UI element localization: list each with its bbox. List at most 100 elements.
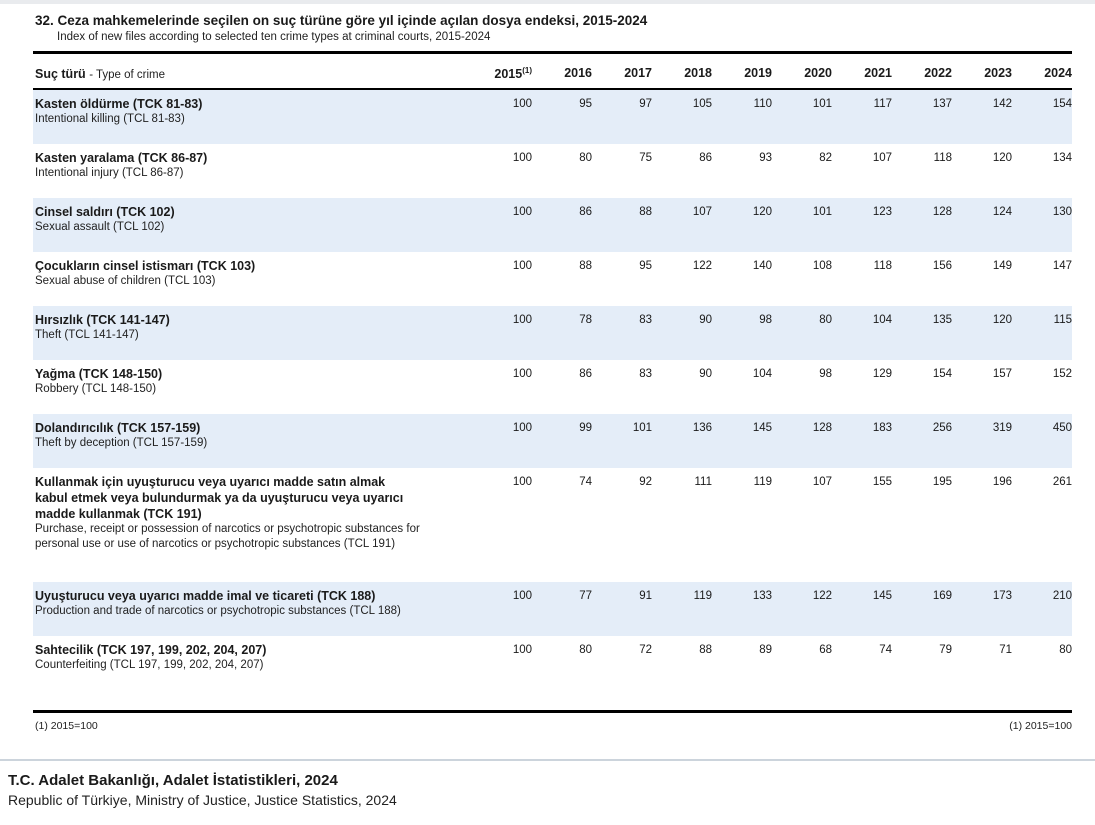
- value-cell: 135: [932, 314, 952, 327]
- crime-name-en: Intentional killing (TCL 81-83): [35, 113, 185, 126]
- value-cell: 450: [1052, 422, 1072, 435]
- value-cell: 145: [872, 590, 892, 603]
- crime-name-tr: Kasten yaralama (TCK 86-87): [35, 151, 208, 166]
- crime-column-header: Suç türü - Type of crime: [33, 67, 472, 81]
- table-row: Cinsel saldırı (TCK 102) Sexual assault (…: [33, 198, 1072, 253]
- source-line-en: Republic of Türkiye, Ministry of Justice…: [8, 791, 397, 808]
- table-row: Dolandırıcılık (TCK 157-159) Theft by dec…: [33, 414, 1072, 469]
- table-row: Kullanmak için uyuşturucu veya uyarıcı m…: [33, 468, 1072, 582]
- table-row: Sahtecilik (TCK 197, 199, 202, 204, 207)…: [33, 636, 1072, 690]
- value-cell: 100: [512, 260, 532, 273]
- value-cell: 124: [992, 206, 1012, 219]
- value-cell: 100: [512, 590, 532, 603]
- value-cell: 100: [512, 206, 532, 219]
- source-line-tr: T.C. Adalet Bakanlığı, Adalet İstatistik…: [8, 771, 338, 789]
- value-cell: 104: [752, 368, 772, 381]
- value-cell: 140: [752, 260, 772, 273]
- value-cell: 107: [812, 476, 832, 489]
- table-row: Yağma (TCK 148-150) Robbery (TCL 148-150)…: [33, 360, 1072, 414]
- table-content: 32. Ceza mahkemelerinde seçilen on suç t…: [33, 12, 1072, 733]
- value-cell: 154: [1052, 98, 1072, 111]
- value-cell: 256: [932, 422, 952, 435]
- value-cell: 136: [692, 422, 712, 435]
- value-cell: 156: [932, 260, 952, 273]
- value-cell: 157: [992, 368, 1012, 381]
- value-cell: 86: [579, 368, 592, 381]
- value-cell: 149: [992, 260, 1012, 273]
- value-cell: 117: [873, 98, 892, 111]
- value-cell: 261: [1052, 476, 1072, 489]
- value-cell: 130: [1052, 206, 1072, 219]
- table-title-en: Index of new files according to selected…: [57, 31, 491, 43]
- top-window-strip: [0, 0, 1095, 4]
- crime-name-cell: Çocukların cinsel istismarı (TCK 103) Sex…: [33, 258, 472, 289]
- value-cell: 118: [933, 152, 952, 165]
- table-row: Kasten öldürme (TCK 81-83) Intentional ki…: [33, 90, 1072, 145]
- value-cell: 75: [639, 152, 652, 165]
- crime-name-cell: Kasten öldürme (TCK 81-83) Intentional ki…: [33, 96, 472, 127]
- value-cell: 133: [752, 590, 772, 603]
- crime-name-cell: Hırsızlık (TCK 141-147) Theft (TCL 141-14…: [33, 312, 472, 343]
- value-cell: 100: [512, 152, 532, 165]
- value-cell: 92: [639, 476, 652, 489]
- value-cell: 78: [579, 314, 592, 327]
- source-block: T.C. Adalet Bakanlığı, Adalet İstatistik…: [8, 771, 1095, 810]
- table-row: Uyuşturucu veya uyarıcı madde imal ve ti…: [33, 582, 1072, 637]
- crime-name-tr: Dolandırıcılık (TCK 157-159): [35, 421, 201, 436]
- value-cell: 90: [699, 368, 712, 381]
- row-values: 100 77 91 119 133 122 145 169 173 210: [472, 588, 1072, 604]
- crime-name-tr: Kasten öldürme (TCK 81-83): [35, 97, 203, 112]
- value-cell: 107: [692, 206, 712, 219]
- value-cell: 100: [512, 644, 532, 657]
- table-header-row: Suç türü - Type of crime 2015(1) 2016 2017…: [33, 54, 1072, 88]
- value-cell: 137: [932, 98, 952, 111]
- row-values: 100 88 95 122 140 108 118 156 149 147: [472, 258, 1072, 274]
- row-values: 100 86 88 107 120 101 123 128 124 130: [472, 204, 1072, 220]
- header-divider: [33, 87, 1072, 91]
- value-cell: 169: [932, 590, 952, 603]
- value-cell: 72: [639, 644, 652, 657]
- year-header: 2021: [864, 65, 892, 80]
- value-cell: 88: [579, 260, 592, 273]
- year-headers: 2015(1) 2016 2017 2018 2019 2020 2021 2022 2023 2…: [472, 66, 1072, 81]
- value-cell: 95: [639, 260, 652, 273]
- value-cell: 93: [759, 152, 772, 165]
- table-bottom-divider: [33, 710, 1072, 713]
- value-cell: 319: [992, 422, 1012, 435]
- value-cell: 110: [753, 98, 772, 111]
- value-cell: 86: [699, 152, 712, 165]
- value-cell: 123: [872, 206, 892, 219]
- value-cell: 98: [759, 314, 772, 327]
- crime-name-en: Theft by deception (TCL 157-159): [35, 437, 208, 450]
- crime-name-cell: Uyuşturucu veya uyarıcı madde imal ve ti…: [33, 588, 472, 619]
- table-row: Hırsızlık (TCK 141-147) Theft (TCL 141-14…: [33, 306, 1072, 361]
- value-cell: 101: [812, 206, 832, 219]
- crime-name-tr: Sahtecilik (TCK 197, 199, 202, 204, 207): [35, 643, 267, 658]
- year-header: 2015(1): [494, 65, 532, 81]
- value-cell: 88: [639, 206, 652, 219]
- footnote-marker: (1): [522, 65, 532, 75]
- value-cell: 101: [632, 422, 652, 435]
- value-cell: 122: [692, 260, 712, 273]
- value-cell: 108: [812, 260, 832, 273]
- value-cell: 68: [819, 644, 832, 657]
- crime-name-cell: Kasten yaralama (TCK 86-87) Intentional i…: [33, 150, 472, 181]
- crime-name-en: Robbery (TCL 148-150): [35, 383, 157, 396]
- row-values: 100 78 83 90 98 80 104 135 120 115: [472, 312, 1072, 328]
- crime-name-en: Intentional injury (TCL 86-87): [35, 167, 184, 180]
- value-cell: 111: [694, 476, 712, 489]
- crime-name-tr: Hırsızlık (TCK 141-147): [35, 313, 170, 328]
- value-cell: 183: [872, 422, 892, 435]
- crime-name-en: Purchase, receipt or possession of narco…: [35, 523, 420, 551]
- value-cell: 142: [992, 98, 1012, 111]
- crime-name-tr: Yağma (TCK 148-150): [35, 367, 163, 382]
- crime-name-tr: Uyuşturucu veya uyarıcı madde imal ve ti…: [35, 589, 376, 604]
- value-cell: 80: [579, 152, 592, 165]
- year-header: 2017: [624, 65, 652, 80]
- year-header: 2020: [804, 65, 832, 80]
- value-cell: 195: [932, 476, 952, 489]
- value-cell: 77: [579, 590, 592, 603]
- value-cell: 154: [932, 368, 952, 381]
- crime-name-en: Sexual assault (TCL 102): [35, 221, 165, 234]
- value-cell: 118: [873, 260, 892, 273]
